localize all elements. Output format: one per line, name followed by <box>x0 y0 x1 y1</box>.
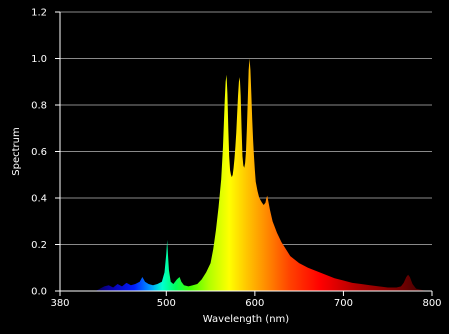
x-axis-title: Wavelength (nm) <box>203 314 289 325</box>
x-tick-label-0: 380 <box>50 298 69 309</box>
y-tick-label-6: 1.2 <box>31 8 47 19</box>
y-tick-label-5: 1.0 <box>31 54 47 65</box>
y-tick-label-0: 0.0 <box>31 287 47 298</box>
y-axis-ticks: 0.0 0.2 0.4 0.6 0.8 1.0 1.2 <box>31 8 60 298</box>
x-tick-label-4: 800 <box>422 298 441 309</box>
y-tick-label-4: 0.8 <box>31 101 47 112</box>
x-axis-ticks: 380 500 600 700 800 <box>50 291 442 309</box>
x-tick-label-2: 600 <box>245 298 264 309</box>
y-tick-label-1: 0.2 <box>31 240 47 251</box>
x-tick-label-1: 500 <box>157 298 176 309</box>
spectrum-area <box>60 58 432 291</box>
y-tick-label-3: 0.6 <box>31 147 47 158</box>
y-tick-label-2: 0.4 <box>31 194 47 205</box>
x-tick-label-3: 700 <box>334 298 353 309</box>
y-axis-title: Spectrum <box>11 127 22 175</box>
